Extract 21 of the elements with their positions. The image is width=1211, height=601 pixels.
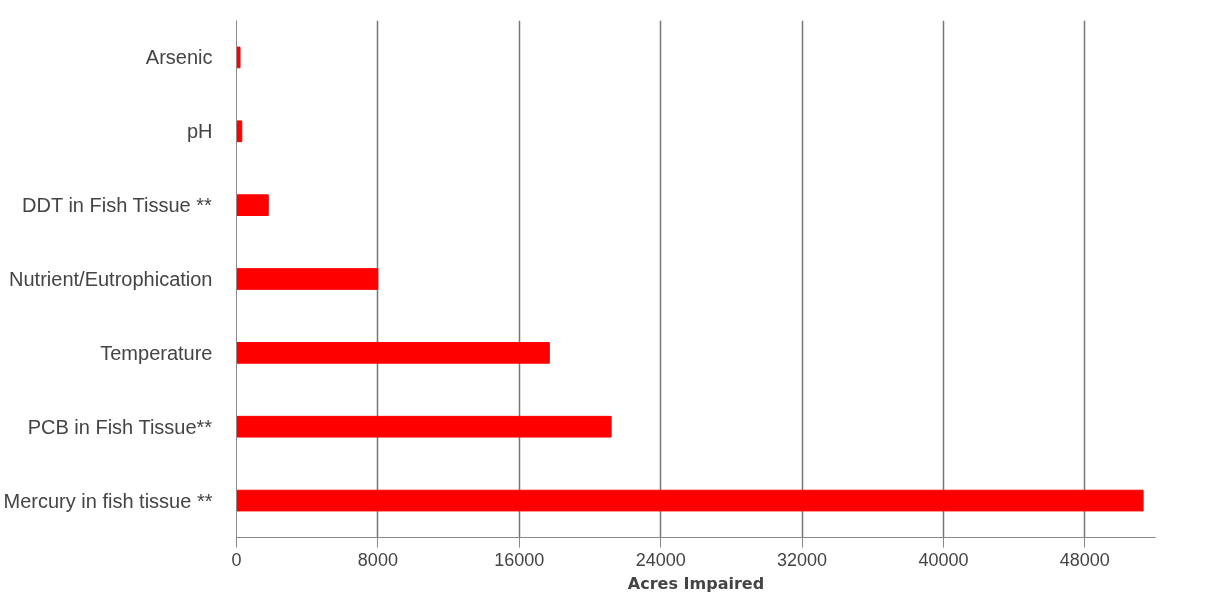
bar [236,194,269,216]
bar [236,46,241,69]
y-tick-label: PCB in Fish Tissue** [27,415,213,438]
bar [236,415,612,438]
y-tick-label: Mercury in fish tissue ** [3,489,213,512]
x-tick-label: 24000 [635,549,686,570]
bar [236,342,550,364]
x-tick-label: 0 [231,549,242,570]
bar [236,268,379,290]
y-tick-label: DDT in Fish Tissue ** [22,194,212,217]
x-tick-label: 16000 [494,549,545,570]
bar [236,489,1144,512]
x-tick-label: 8000 [357,549,398,570]
x-tick-label: 32000 [777,549,828,570]
y-tick-label: Temperature [100,341,213,364]
x-tick-label: 48000 [1059,549,1110,570]
x-tick-label: 40000 [918,549,969,570]
x-axis-title: Acres Impaired [627,573,765,593]
y-tick-label: Nutrient/Eutrophication [9,268,213,290]
y-tick-label: pH [186,120,213,143]
y-tick-label: Arsenic [145,46,213,69]
